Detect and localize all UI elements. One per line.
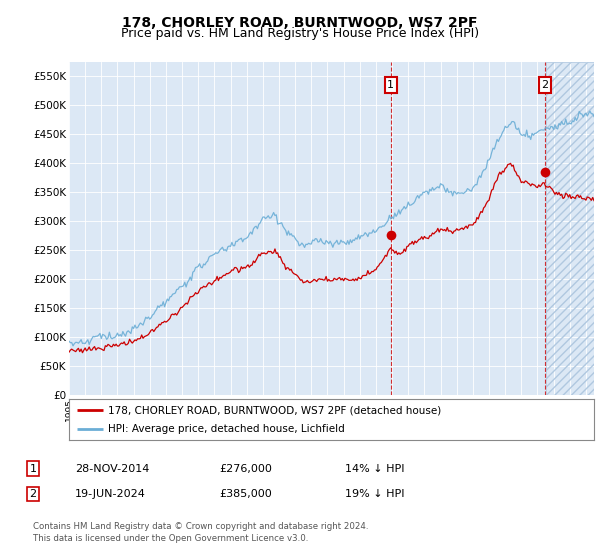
Bar [545, 62, 594, 395]
Text: £276,000: £276,000 [219, 464, 272, 474]
Text: 19% ↓ HPI: 19% ↓ HPI [345, 489, 404, 499]
Text: 1: 1 [29, 464, 37, 474]
Text: 178, CHORLEY ROAD, BURNTWOOD, WS7 2PF: 178, CHORLEY ROAD, BURNTWOOD, WS7 2PF [122, 16, 478, 30]
Text: 1: 1 [387, 80, 394, 90]
Text: 2: 2 [541, 80, 548, 90]
Bar [545, 62, 594, 395]
Text: Price paid vs. HM Land Registry's House Price Index (HPI): Price paid vs. HM Land Registry's House … [121, 27, 479, 40]
Text: 2: 2 [29, 489, 37, 499]
Text: 19-JUN-2024: 19-JUN-2024 [75, 489, 146, 499]
Text: Contains HM Land Registry data © Crown copyright and database right 2024.
This d: Contains HM Land Registry data © Crown c… [33, 522, 368, 543]
Text: 14% ↓ HPI: 14% ↓ HPI [345, 464, 404, 474]
Text: HPI: Average price, detached house, Lichfield: HPI: Average price, detached house, Lich… [109, 424, 345, 433]
Text: £385,000: £385,000 [219, 489, 272, 499]
Text: 178, CHORLEY ROAD, BURNTWOOD, WS7 2PF (detached house): 178, CHORLEY ROAD, BURNTWOOD, WS7 2PF (d… [109, 405, 442, 415]
Text: 28-NOV-2014: 28-NOV-2014 [75, 464, 149, 474]
